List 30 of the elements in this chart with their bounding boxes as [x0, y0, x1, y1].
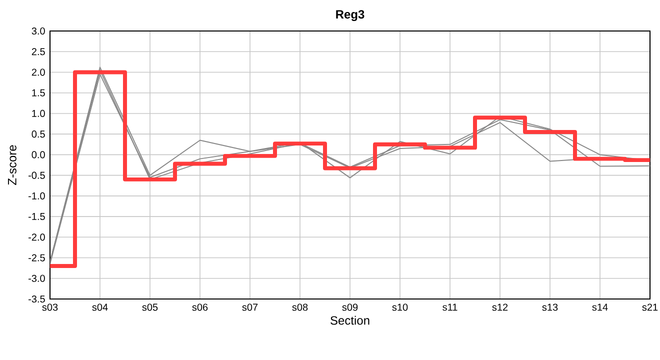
- x-tick-label: s03: [42, 304, 58, 311]
- y-tick-label: 0.5: [32, 130, 45, 138]
- y-tick-label: 2.5: [32, 48, 45, 56]
- y-tick-label: -1.0: [28, 192, 45, 200]
- y-tick-label: 3.0: [32, 27, 45, 35]
- x-axis-title: Section: [330, 316, 370, 325]
- x-tick-label: s12: [492, 304, 508, 311]
- x-tick-label: s04: [92, 304, 108, 311]
- y-tick-label: -2.0: [28, 234, 45, 241]
- x-tick-label: s05: [142, 304, 158, 311]
- y-tick-label: 1.5: [32, 89, 45, 96]
- x-tick-label: s11: [442, 304, 458, 311]
- y-tick-label: -3.0: [28, 274, 45, 282]
- y-tick-label: 0.0: [32, 151, 45, 158]
- x-tick-label: s09: [342, 304, 358, 311]
- y-tick-label: -1.5: [28, 213, 45, 220]
- y-axis-title: Z-score: [8, 145, 16, 185]
- x-tick-label: s08: [292, 304, 308, 311]
- x-tick-label: s21: [642, 304, 658, 311]
- x-tick-label: s13: [542, 304, 558, 311]
- y-tick-label: -3.5: [28, 295, 45, 303]
- chart-title: Reg3: [336, 10, 364, 22]
- y-tick-label: 1.0: [32, 110, 45, 118]
- x-tick-label: s07: [242, 304, 258, 311]
- x-tick-label: s10: [392, 304, 408, 311]
- y-tick-label: -0.5: [28, 172, 45, 179]
- x-tick-label: s14: [592, 304, 608, 311]
- y-tick-label: 2.0: [32, 68, 45, 76]
- x-tick-label: s06: [192, 304, 208, 311]
- y-tick-label: -2.5: [28, 254, 45, 262]
